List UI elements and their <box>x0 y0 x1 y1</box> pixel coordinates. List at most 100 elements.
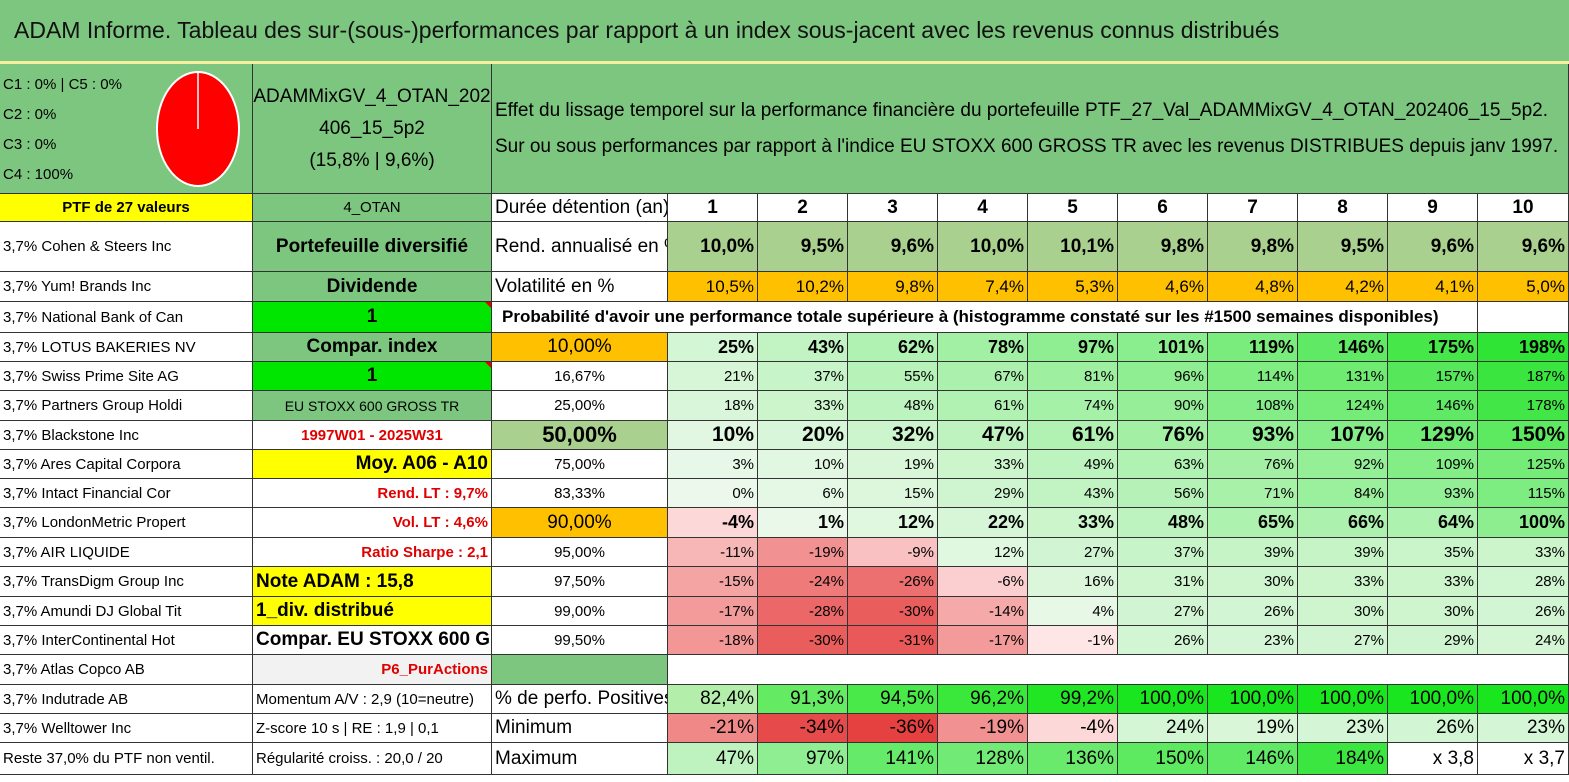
annual-return-cell: 9,6% <box>1478 222 1569 272</box>
empty-cell <box>1478 302 1569 333</box>
return-label: Rend. annualisé en % <box>492 222 668 272</box>
quantile-value-cell: 37% <box>758 362 848 391</box>
quantile-value-cell: 90% <box>1118 391 1208 421</box>
quantile-value-cell: -31% <box>848 626 938 655</box>
quantile-value-cell: 157% <box>1388 362 1478 391</box>
volatility-cell: 4,8% <box>1208 272 1298 302</box>
info-cell: 1 <box>253 302 492 333</box>
maximum-cell: 141% <box>848 743 938 775</box>
quantile-value-cell: 125% <box>1478 450 1569 479</box>
quantile-value-cell: 93% <box>1208 421 1298 450</box>
year-header: 9 <box>1388 194 1478 222</box>
info-cell: Rend. LT : 9,7% <box>253 479 492 508</box>
annual-return-cell: 10,1% <box>1028 222 1118 272</box>
quantile-value-cell: 27% <box>1118 597 1208 626</box>
quantile-value-cell: 3% <box>668 450 758 479</box>
comment-marker <box>485 302 491 308</box>
quantile-value-cell: 27% <box>1028 538 1118 567</box>
quantile-value-cell: -17% <box>668 597 758 626</box>
quantile-value-cell: 10% <box>668 421 758 450</box>
quantile-value-cell: -4% <box>668 508 758 538</box>
quantile-label: 99,00% <box>492 597 668 626</box>
holding-row: 3,7% InterContinental Hot <box>0 626 253 655</box>
quantile-value-cell: 49% <box>1028 450 1118 479</box>
holding-row: 3,7% Amundi DJ Global Tit <box>0 597 253 626</box>
year-header: 6 <box>1118 194 1208 222</box>
holdings-header: PTF de 27 valeurs <box>0 194 253 222</box>
fund-name-line2: 406_15_5p2 <box>319 117 425 139</box>
quantile-value-cell: 187% <box>1478 362 1569 391</box>
quantile-value-cell: 108% <box>1208 391 1298 421</box>
quantile-value-cell: 33% <box>1388 567 1478 597</box>
allocation-line: C3 : 0% <box>3 136 57 153</box>
holding-row: 3,7% Intact Financial Cor <box>0 479 253 508</box>
quantile-value-cell: 76% <box>1118 421 1208 450</box>
quantile-value-cell: -30% <box>758 626 848 655</box>
quantile-value-cell: -26% <box>848 567 938 597</box>
quantile-value-cell: 178% <box>1478 391 1569 421</box>
quantile-value-cell: 115% <box>1478 479 1569 508</box>
quantile-value-cell: 39% <box>1208 538 1298 567</box>
annual-return-cell: 9,5% <box>758 222 848 272</box>
info-cell: Dividende <box>253 272 492 302</box>
quantile-value-cell: -18% <box>668 626 758 655</box>
quantile-value-cell: 131% <box>1298 362 1388 391</box>
year-header: 1 <box>668 194 758 222</box>
info-cell: 1997W01 - 2025W31 <box>253 421 492 450</box>
quantile-value-cell: 175% <box>1388 333 1478 362</box>
holding-row: 3,7% Indutrade AB <box>0 685 253 714</box>
quantile-value-cell: 15% <box>848 479 938 508</box>
positive-label: % de perfo. Positives <box>492 685 668 714</box>
quantile-value-cell: 74% <box>1028 391 1118 421</box>
positive-perf-cell: 91,3% <box>758 685 848 714</box>
quantile-value-cell: 56% <box>1118 479 1208 508</box>
quantile-value-cell: 63% <box>1118 450 1208 479</box>
quantile-value-cell: 26% <box>1478 597 1569 626</box>
holding-row: 3,7% LOTUS BAKERIES NV <box>0 333 253 362</box>
holding-row: 3,7% National Bank of Can <box>0 302 253 333</box>
volatility-cell: 10,5% <box>668 272 758 302</box>
quantile-value-cell: 47% <box>938 421 1028 450</box>
positive-perf-cell: 94,5% <box>848 685 938 714</box>
quantile-label: 16,67% <box>492 362 668 391</box>
positive-perf-cell: 100,0% <box>1478 685 1569 714</box>
quantile-value-cell: 48% <box>1118 508 1208 538</box>
quantile-value-cell: -30% <box>848 597 938 626</box>
allocation-pie-chart <box>156 71 240 187</box>
info-cell: Régularité croiss. : 20,0 / 20 <box>253 743 492 775</box>
quantile-value-cell: 71% <box>1208 479 1298 508</box>
quantile-value-cell: 29% <box>938 479 1028 508</box>
quantile-value-cell: 43% <box>758 333 848 362</box>
positive-perf-cell: 100,0% <box>1118 685 1208 714</box>
quantile-value-cell: -1% <box>1028 626 1118 655</box>
volatility-cell: 5,3% <box>1028 272 1118 302</box>
quantile-value-cell: 107% <box>1298 421 1388 450</box>
quantile-value-cell: -24% <box>758 567 848 597</box>
quantile-label: 75,00% <box>492 450 668 479</box>
quantile-value-cell: 26% <box>1208 597 1298 626</box>
quantile-value-cell: -28% <box>758 597 848 626</box>
holding-row: 3,7% Yum! Brands Inc <box>0 272 253 302</box>
info-cell: 1 <box>253 362 492 391</box>
quantile-label: 83,33% <box>492 479 668 508</box>
quantile-value-cell: 198% <box>1478 333 1569 362</box>
quantile-value-cell: 124% <box>1298 391 1388 421</box>
minimum-cell: 23% <box>1478 714 1569 743</box>
info-cell: 1_div. distribué <box>253 597 492 626</box>
fund-name-block: ADAMMixGV_4_OTAN_202 406_15_5p2 (15,8% | 9… <box>253 64 492 194</box>
holding-row: 3,7% Ares Capital Corpora <box>0 450 253 479</box>
info-cell: EU STOXX 600 GROSS TR <box>253 391 492 421</box>
quantile-value-cell: 33% <box>1028 508 1118 538</box>
quantile-value-cell: 4% <box>1028 597 1118 626</box>
holding-row: 3,7% TransDigm Group Inc <box>0 567 253 597</box>
maximum-cell: 136% <box>1028 743 1118 775</box>
quantile-value-cell: 61% <box>938 391 1028 421</box>
quantile-value-cell: 114% <box>1208 362 1298 391</box>
year-header: 8 <box>1298 194 1388 222</box>
volatility-cell: 4,2% <box>1298 272 1388 302</box>
quantile-value-cell: 30% <box>1298 597 1388 626</box>
minimum-cell: 26% <box>1388 714 1478 743</box>
quantile-value-cell: 6% <box>758 479 848 508</box>
quantile-value-cell: 24% <box>1478 626 1569 655</box>
year-header: 7 <box>1208 194 1298 222</box>
